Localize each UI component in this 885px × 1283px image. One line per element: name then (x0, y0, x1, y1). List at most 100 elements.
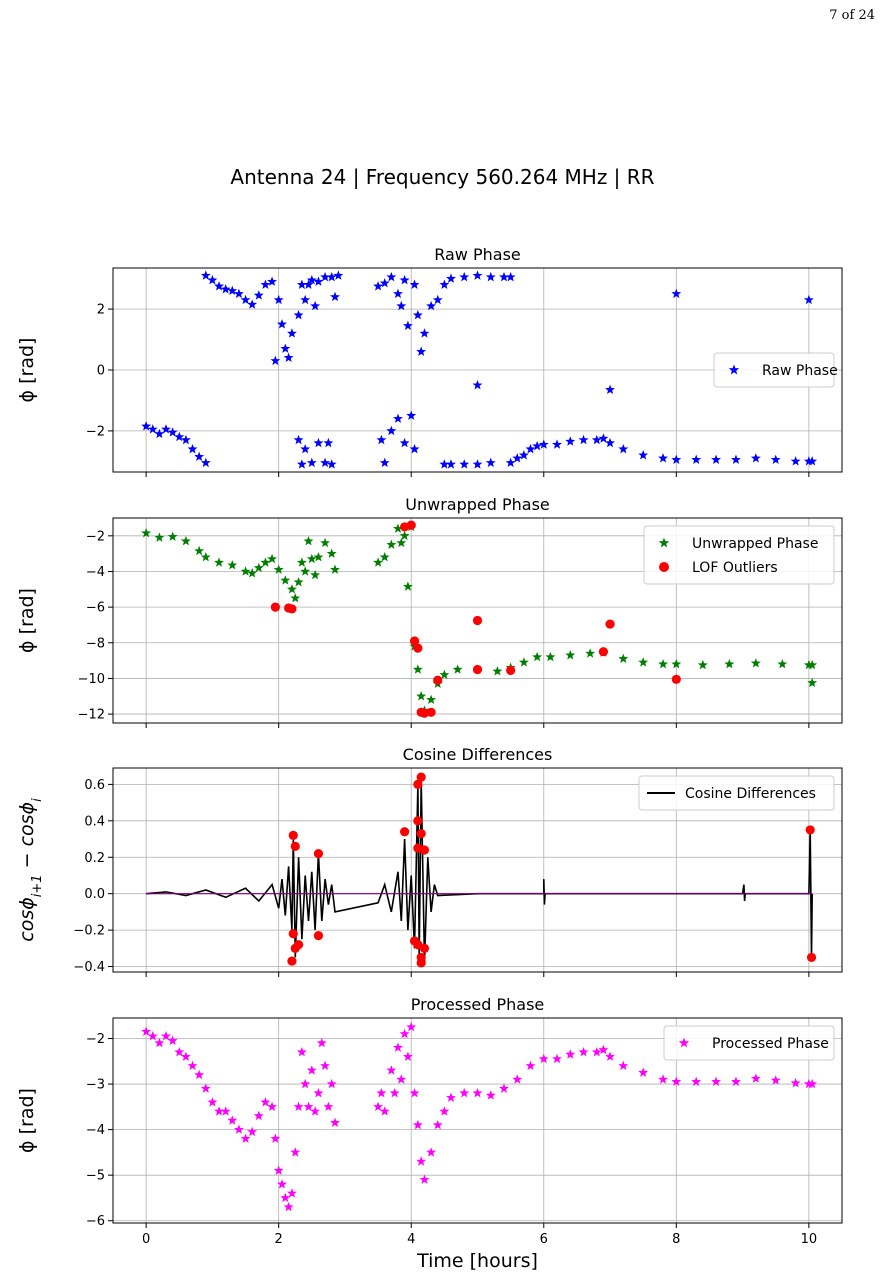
data-point (472, 270, 483, 280)
y-tick-label: −4 (86, 565, 105, 580)
data-point (416, 772, 426, 782)
data-point (310, 1106, 321, 1116)
y-tick-label: 0 (97, 364, 105, 379)
data-point (240, 566, 251, 576)
data-point (671, 288, 682, 299)
data-point (220, 284, 231, 294)
data-point (412, 664, 423, 674)
legend-marker (659, 562, 669, 572)
data-point (290, 593, 301, 603)
panel-title: Raw Phase (434, 245, 521, 264)
y-tick-label: −2 (86, 424, 105, 439)
y-tick-label: −0.2 (73, 924, 105, 939)
data-point (396, 537, 407, 548)
data-point (505, 271, 516, 282)
data-point (306, 553, 317, 564)
data-point (598, 433, 609, 443)
data-point (393, 413, 403, 423)
data-point (439, 459, 450, 469)
data-point (691, 1076, 702, 1086)
data-point (671, 1076, 682, 1086)
y-tick-label: 0.6 (84, 778, 105, 793)
legend-marker (728, 364, 740, 375)
data-point (565, 650, 576, 660)
data-point (565, 436, 576, 446)
data-point (288, 929, 298, 939)
data-point (293, 940, 304, 950)
data-point (413, 779, 423, 789)
data-point (161, 1031, 171, 1041)
y-axis-label: cosϕi+1 − cosϕi (16, 798, 45, 942)
legend-box (663, 1025, 835, 1061)
panel-1: −2 0 2 Raw Phase ϕ [rad] Raw Phase (16, 245, 843, 477)
legend-label: Unwrapped Phase (692, 536, 818, 552)
legend: Unwrapped Phase LOF Outliers (643, 525, 835, 585)
data-point (330, 564, 340, 574)
data-point (180, 434, 191, 445)
data-point (618, 1060, 629, 1071)
data-point (293, 1101, 304, 1112)
data-point (267, 276, 277, 286)
data-point (439, 279, 450, 289)
data-point (419, 845, 430, 855)
legend: Cosine Differences (638, 775, 835, 811)
data-point (320, 271, 331, 282)
data-point (400, 827, 410, 837)
data-point (432, 1119, 443, 1130)
data-point (618, 443, 629, 454)
data-point (770, 454, 781, 465)
data-point (379, 457, 390, 468)
plot-area (141, 520, 818, 718)
data-point (552, 1053, 562, 1064)
data-point (409, 443, 420, 454)
data-point (373, 557, 384, 567)
data-point (432, 294, 443, 305)
data-point (379, 278, 390, 288)
y-tick-label: −5 (86, 1169, 105, 1184)
page-number: 7 of 24 (829, 8, 875, 23)
data-point (233, 288, 244, 299)
legend-box (643, 525, 835, 585)
data-point (396, 300, 407, 311)
data-point (260, 1097, 271, 1107)
data-point (280, 575, 291, 585)
data-point (750, 453, 761, 463)
data-point (313, 930, 324, 941)
figure-title: Antenna 24 | Frequency 560.264 MHz | RR (230, 165, 655, 189)
data-point (214, 1106, 224, 1116)
legend-label: LOF Outliers (692, 560, 778, 576)
data-point (770, 1075, 781, 1085)
data-point (286, 328, 297, 338)
data-point (303, 535, 314, 546)
data-point (472, 459, 483, 469)
data-point (207, 1097, 218, 1107)
y-tick-label: −6 (86, 601, 105, 616)
data-point (386, 271, 397, 282)
axes-frame (112, 517, 843, 724)
data-point (518, 450, 529, 460)
data-point (638, 657, 649, 667)
legend-marker (678, 1037, 690, 1048)
data-point (402, 1051, 413, 1061)
data-point (240, 294, 251, 305)
panel-title: Processed Phase (411, 995, 545, 1014)
data-point (492, 666, 503, 676)
data-point (320, 1060, 331, 1071)
data-point (296, 459, 307, 469)
data-point (320, 457, 331, 468)
data-point (472, 664, 483, 675)
data-point (296, 1046, 307, 1057)
data-point (227, 285, 238, 296)
data-point (293, 309, 304, 320)
data-point (233, 1124, 244, 1134)
data-point (270, 1133, 281, 1143)
data-point (409, 636, 420, 646)
data-point (300, 566, 311, 576)
data-point (409, 279, 420, 289)
data-point (280, 343, 291, 353)
data-point (399, 530, 410, 541)
data-point (293, 576, 304, 587)
y-tick-label: 0.4 (84, 814, 105, 829)
x-tick-label: 4 (407, 1232, 415, 1247)
data-point (658, 658, 669, 669)
